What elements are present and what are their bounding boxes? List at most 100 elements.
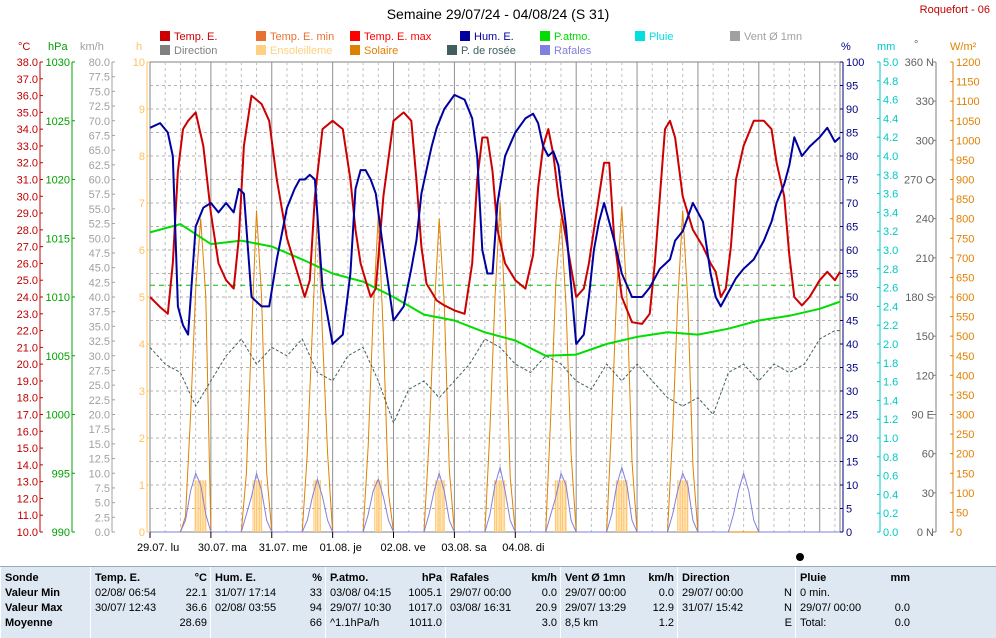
humidity-tick-label: 50 xyxy=(846,292,858,304)
wind-tick-label: 67.5 xyxy=(89,130,110,142)
humidity-tick-label: 35 xyxy=(846,363,858,375)
stats-row: 02/08/ 06:54 22.1 xyxy=(95,586,207,601)
rain-tick-label: 0.2 xyxy=(883,508,898,520)
legend-swatch xyxy=(256,31,266,41)
stats-date: 29/07/ 00:00 xyxy=(800,602,862,614)
pressure-tick-label: 1000 xyxy=(46,410,70,422)
solar-tick-label: 550 xyxy=(956,312,974,324)
rain-tick-label: 4.0 xyxy=(883,151,898,163)
series-pderose xyxy=(149,330,840,424)
temp-tick-label: 31.0 xyxy=(17,175,38,187)
legend-label: Temp. E. xyxy=(174,31,217,43)
stats-unit: mm xyxy=(890,572,910,584)
solar-tick-label: 800 xyxy=(956,214,974,226)
temp-tick-label: 26.0 xyxy=(17,258,38,270)
solar-tick-label: 1000 xyxy=(956,135,980,147)
stats-date: 0 min. xyxy=(800,587,830,599)
wind-tick-label: 35.0 xyxy=(89,321,110,333)
wind-tick-label: 65.0 xyxy=(89,145,110,157)
stats-value: 33 xyxy=(309,587,322,599)
humidity-tick-label: 25 xyxy=(846,410,858,422)
wind-tick-label: 45.0 xyxy=(89,263,110,275)
stats-row: 29/07/ 00:00 0.0 xyxy=(565,586,674,601)
stats-row: 29/07/ 10:30 1017.0 xyxy=(330,601,442,616)
stats-header: P.atmo. hPa xyxy=(330,571,442,586)
rain-tick-label: 3.6 xyxy=(883,189,898,201)
rain-tick-label: 3.0 xyxy=(883,245,898,257)
series-patmo xyxy=(149,223,841,357)
direction-unit-label: ° xyxy=(914,39,918,51)
pressure-tick-label: 1005 xyxy=(46,351,70,363)
stats-row: 29/07/ 00:00 0.0 xyxy=(450,586,557,601)
temp-tick-label: 20.0 xyxy=(17,359,38,371)
rain-tick-label: 1.8 xyxy=(883,358,898,370)
stats-row-label: Valeur Min xyxy=(5,587,61,599)
stats-value: 0.0 xyxy=(658,587,674,599)
stats-row: Total: 0.0 xyxy=(800,616,910,631)
stats-header: Rafales km/h xyxy=(450,571,557,586)
temp-tick-label: 38.0 xyxy=(17,57,38,69)
stats-row-label: Moyenne xyxy=(5,617,53,629)
temp-tick-label: 10.0 xyxy=(17,527,38,539)
humidity-tick-label: 70 xyxy=(846,198,858,210)
sun-tick-label: 3 xyxy=(139,386,145,398)
rain-tick-label: 0.4 xyxy=(883,489,898,501)
stats-row: 29/07/ 13:29 12.9 xyxy=(565,601,674,616)
rain-tick-label: 4.8 xyxy=(883,76,898,88)
humidity-tick-label: 45 xyxy=(846,316,858,328)
stats-unit: hPa xyxy=(421,572,442,584)
solar-tick-label: 450 xyxy=(956,351,974,363)
solar-tick-label: 50 xyxy=(956,507,968,519)
stats-column: Vent Ø 1mn km/h 29/07/ 00:00 0.0 29/07/ 13:2… xyxy=(560,567,678,638)
sun-tick-label: 10 xyxy=(133,57,145,69)
rain-tick-label: 2.6 xyxy=(883,283,898,295)
stats-title: Pluie xyxy=(800,572,827,584)
stats-date: 31/07/ 15:42 xyxy=(682,602,744,614)
rain-tick-label: 3.4 xyxy=(883,207,898,219)
sun-tick-label: 1 xyxy=(139,480,145,492)
pressure-tick-label: 1020 xyxy=(46,175,70,187)
temp-tick-label: 29.0 xyxy=(17,208,38,220)
stats-value: 94 xyxy=(309,602,322,614)
solar-tick-label: 600 xyxy=(956,292,974,304)
temp-tick-label: 12.0 xyxy=(17,493,38,505)
stats-value: 0.0 xyxy=(541,587,557,599)
stats-value: 22.1 xyxy=(185,587,207,599)
temp-tick-label: 22.0 xyxy=(17,326,38,338)
temp-tick-label: 21.0 xyxy=(17,342,38,354)
stats-header: Hum. E.% xyxy=(215,571,322,586)
stats-unit: km/h xyxy=(531,572,557,584)
stats-column: Rafales km/h 29/07/ 00:00 0.0 03/08/ 16:31 20… xyxy=(445,567,561,638)
solar-tick-label: 350 xyxy=(956,390,974,402)
legend-label: Pluie xyxy=(649,31,673,43)
wind-tick-label: 77.5 xyxy=(89,72,110,84)
humidity-tick-label: 90 xyxy=(846,104,858,116)
legend-swatch xyxy=(540,45,550,55)
day-label: 30.07. ma xyxy=(198,542,248,554)
wind-tick-label: 7.5 xyxy=(95,483,110,495)
pressure-tick-label: 1025 xyxy=(46,116,70,128)
temp-unit-label: °C xyxy=(18,41,30,53)
humidity-tick-label: 30 xyxy=(846,386,858,398)
rain-tick-label: 1.0 xyxy=(883,433,898,445)
humidity-tick-label: 75 xyxy=(846,175,858,187)
solar-tick-label: 150 xyxy=(956,468,974,480)
wind-tick-label: 2.5 xyxy=(95,512,110,524)
humidity-tick-label: 100 xyxy=(846,57,864,69)
stats-header: Sonde xyxy=(5,571,87,586)
stats-row: 8,5 km 1.2 xyxy=(565,616,674,631)
legend-swatch xyxy=(540,31,550,41)
temp-tick-label: 11.0 xyxy=(17,510,38,522)
solar-tick-label: 700 xyxy=(956,253,974,265)
sun-tick-label: 6 xyxy=(139,245,145,257)
direction-tick-label: 120 xyxy=(916,370,934,382)
legend: Temp. E. Temp. E. min Temp. E. max Hum. E. P… xyxy=(160,31,802,57)
sun-tick-label: 7 xyxy=(139,198,145,210)
solar-tick-label: 950 xyxy=(956,155,974,167)
stats-value: 20.9 xyxy=(535,602,557,614)
direction-tick-label: 270 O xyxy=(904,175,934,187)
pressure-tick-label: 1030 xyxy=(46,57,70,69)
sun-unit-label: h xyxy=(136,41,142,53)
day-label: 29.07. lu xyxy=(137,542,179,554)
rain-tick-label: 4.4 xyxy=(883,113,898,125)
